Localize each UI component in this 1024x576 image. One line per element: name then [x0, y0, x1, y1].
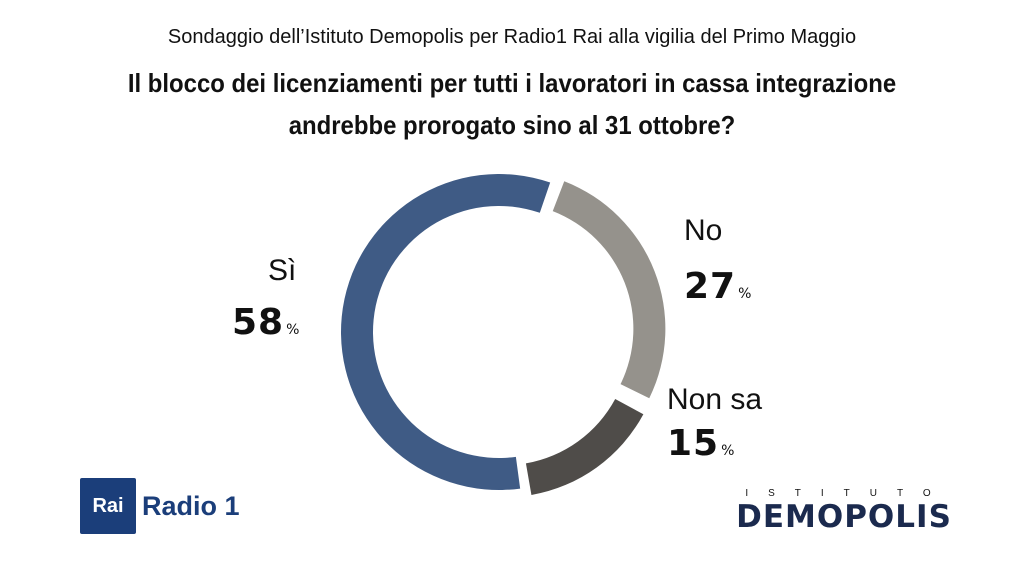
label-nonsa: Non sa [667, 383, 763, 416]
value-no: 27% [684, 266, 752, 307]
rai-radio1-logo: Rai Radio 1 [80, 478, 240, 534]
label-si: Sì [268, 254, 297, 287]
demopolis-logo-top: ISTITUTO [745, 488, 951, 499]
rai-logo-box: Rai [80, 478, 136, 534]
slice-nonsa [525, 399, 644, 495]
value-si: 58% [232, 302, 300, 343]
slice-no [552, 181, 666, 399]
chart-subtitle: Sondaggio dell’Istituto Demopolis per Ra… [167, 26, 857, 48]
chart-title: Il blocco dei licenziamenti per tutti i … [41, 62, 983, 146]
slice-si [341, 173, 551, 490]
label-no: No [684, 214, 723, 247]
demopolis-logo: ISTITUTO DEMOPOLIS [718, 488, 970, 535]
demopolis-logo-main: DEMOPOLIS [736, 499, 952, 535]
chart-title-line-1: Il blocco dei licenziamenti per tutti i … [127, 68, 897, 98]
chart-title-line-2: andrebbe prorogato sino al 31 ottobre? [288, 110, 736, 140]
value-nonsa: 15% [667, 423, 735, 464]
radio1-logo-text: Radio 1 [142, 490, 240, 521]
